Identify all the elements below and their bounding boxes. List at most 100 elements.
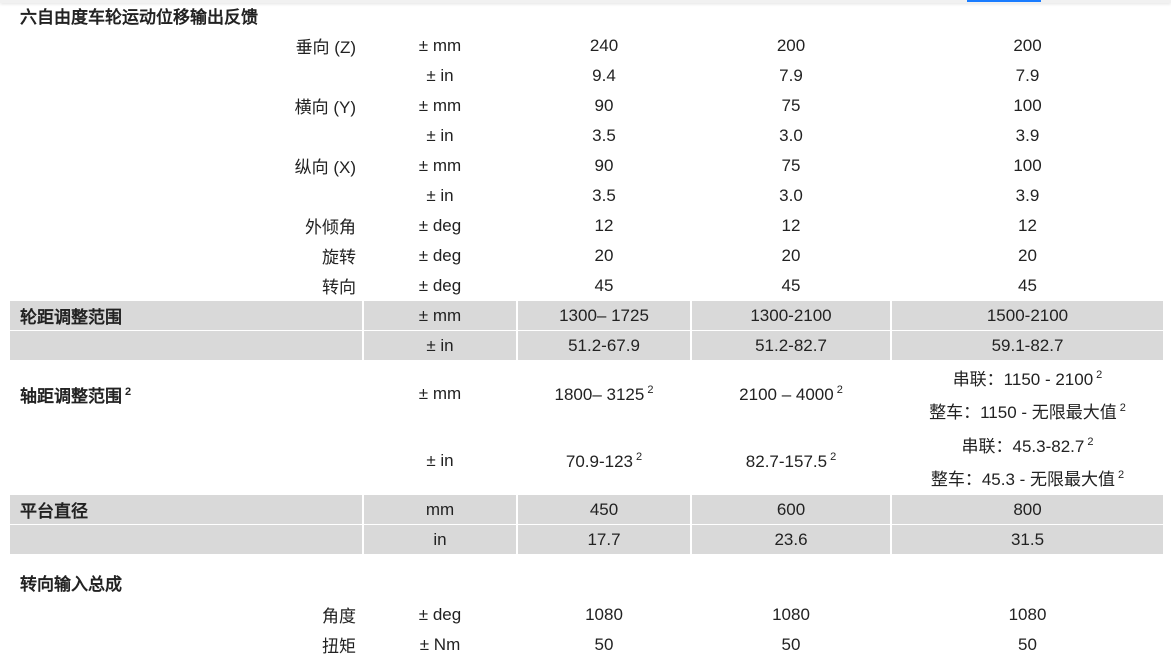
value-cell: 45 xyxy=(518,271,690,300)
value-cell-text: 82.7-157.5 xyxy=(745,451,828,471)
value-cell: 3.0 xyxy=(692,121,890,150)
value-cell: 75 xyxy=(692,91,890,120)
row-label: 外倾角 xyxy=(10,211,362,240)
row-label: 纵向 (X) xyxy=(10,151,362,180)
footnote-marker: 2 xyxy=(647,383,654,396)
value-cell: 450 xyxy=(518,495,690,524)
value-cell-text: 51.2-67.9 xyxy=(568,335,640,355)
value-cell: 1080 xyxy=(518,600,690,629)
unit-cell-text: mm xyxy=(425,499,455,519)
value-cell-text: 51.2-82.7 xyxy=(755,335,827,355)
unit-cell: ± mm xyxy=(364,301,516,330)
footnote-marker: 2 xyxy=(125,385,132,398)
value-cell-text: 3.9 xyxy=(1015,185,1040,205)
value-cell-text: 1080 xyxy=(1008,604,1047,624)
section-title: 轴距调整范围 2 xyxy=(10,361,362,427)
spec-row: 垂向 (Z) ± mm 240 200 200 xyxy=(10,31,1163,60)
value-cell: 7.9 xyxy=(692,61,890,90)
value-cell-text: 3.5 xyxy=(592,185,616,205)
value-cell-text: 3.9 xyxy=(1015,125,1040,145)
value-cell-text: 800 xyxy=(1013,499,1042,519)
value-cell-text: 45 xyxy=(594,275,614,295)
value-cell: 12 xyxy=(518,211,690,240)
section-title-text: 轴距调整范围 xyxy=(20,386,122,406)
footnote-marker: 2 xyxy=(636,450,643,463)
value-cell: 20 xyxy=(518,241,690,270)
value-cell-text: 12 xyxy=(594,215,614,235)
unit-cell-text: in xyxy=(433,529,447,549)
spec-row: in 17.7 23.6 31.5 xyxy=(10,525,1163,554)
value-cell: 3.5 xyxy=(518,181,690,210)
unit-cell: ± in xyxy=(364,181,516,210)
value-cell-text: 600 xyxy=(776,499,806,519)
value-cell-text: 2100 – 4000 xyxy=(739,384,834,404)
row-label-text: 转向 xyxy=(322,278,356,297)
value-cell-text: 70.9-123 xyxy=(565,451,633,471)
value-cell: 1800– 3125 2 xyxy=(518,361,690,427)
row-label xyxy=(10,525,362,554)
unit-cell: ± in xyxy=(364,428,516,494)
value-cell: 1500-2100 xyxy=(892,301,1163,330)
section-title: 转向输入总成 xyxy=(10,555,1163,599)
value-cell-text: 1080 xyxy=(772,604,810,624)
value-cell-text: 20 xyxy=(781,245,801,265)
value-cell: 20 xyxy=(692,241,890,270)
unit-cell: mm xyxy=(364,495,516,524)
value-text: 整车：45.3 - 无限最大值 xyxy=(930,470,1116,489)
unit-cell-text: ± deg xyxy=(418,245,462,265)
section-title: 平台直径 xyxy=(10,495,362,524)
unit-cell: ± mm xyxy=(364,31,516,60)
value-cell: 1080 xyxy=(892,600,1163,629)
unit-cell: ± deg xyxy=(364,600,516,629)
spec-row: 平台直径 mm 450 600 800 xyxy=(10,495,1163,524)
value-cell-text: 31.5 xyxy=(1010,529,1045,549)
footnote-marker: 2 xyxy=(830,450,837,463)
top-scroll-bar xyxy=(0,0,1171,3)
unit-cell-text: ± in xyxy=(426,65,454,85)
value-cell: 75 xyxy=(692,151,890,180)
value-cell-text: 9.4 xyxy=(592,65,616,85)
value-text: 串联：45.3-82.7 xyxy=(961,437,1085,456)
value-cell: 23.6 xyxy=(692,525,890,554)
unit-cell: ± in xyxy=(364,61,516,90)
value-cell-text: 240 xyxy=(589,35,619,55)
unit-cell: ± in xyxy=(364,331,516,360)
value-cell-text: 3.0 xyxy=(779,185,803,205)
value-cell-text: 23.6 xyxy=(774,529,808,549)
spec-row: 轮距调整范围 ± mm 1300– 1725 1300-2100 1500-2100 xyxy=(10,301,1163,330)
value-cell: 3.9 xyxy=(892,121,1163,150)
spec-table: 六自由度车轮运动位移输出反馈垂向 (Z) ± mm 240 200 200 ± in 9.4… xyxy=(8,0,1165,660)
spec-row: 扭矩 ± Nm 50 50 50 xyxy=(10,630,1163,659)
footnote-marker: 2 xyxy=(1096,369,1103,381)
row-label-text: 外倾角 xyxy=(305,218,356,237)
unit-cell-text: ± deg xyxy=(418,215,462,235)
value-cell: 70.9-123 2 xyxy=(518,428,690,494)
section-header: 转向输入总成 xyxy=(10,555,1163,599)
unit-cell-text: ± Nm xyxy=(419,634,461,654)
value-cell-text: 1080 xyxy=(585,604,623,624)
spec-row: 横向 (Y) ± mm 90 75 100 xyxy=(10,91,1163,120)
section-title: 六自由度车轮运动位移输出反馈 xyxy=(10,1,1163,30)
value-cell: 3.9 xyxy=(892,181,1163,210)
value-cell-text: 17.7 xyxy=(587,529,621,549)
row-label-text: 扭矩 xyxy=(322,637,356,656)
value-cell-text: 200 xyxy=(776,35,806,55)
unit-cell: ± Nm xyxy=(364,630,516,659)
value-cell-text: 12 xyxy=(781,215,801,235)
value-cell-text: 50 xyxy=(1018,634,1037,654)
section-header: 六自由度车轮运动位移输出反馈 xyxy=(10,1,1163,30)
footnote-marker: 2 xyxy=(1119,402,1126,414)
row-label xyxy=(10,181,362,210)
value-cell: 51.2-67.9 xyxy=(518,331,690,360)
value-cell: 90 xyxy=(518,91,690,120)
value-cell-text: 1500-2100 xyxy=(986,305,1069,325)
value-cell: 200 xyxy=(892,31,1163,60)
value-cell-text: 50 xyxy=(594,634,614,654)
value-cell: 串联：45.3-82.7 2 整车：45.3 - 无限最大值 2 xyxy=(892,428,1163,494)
unit-cell-text: ± mm xyxy=(418,155,462,175)
value-cell: 50 xyxy=(518,630,690,659)
value-cell-text: 100 xyxy=(1013,95,1042,115)
row-label-text: 垂向 (Z) xyxy=(295,38,356,57)
spec-row: ± in 51.2-67.9 51.2-82.7 59.1-82.7 xyxy=(10,331,1163,360)
row-label-text: 旋转 xyxy=(322,248,356,267)
